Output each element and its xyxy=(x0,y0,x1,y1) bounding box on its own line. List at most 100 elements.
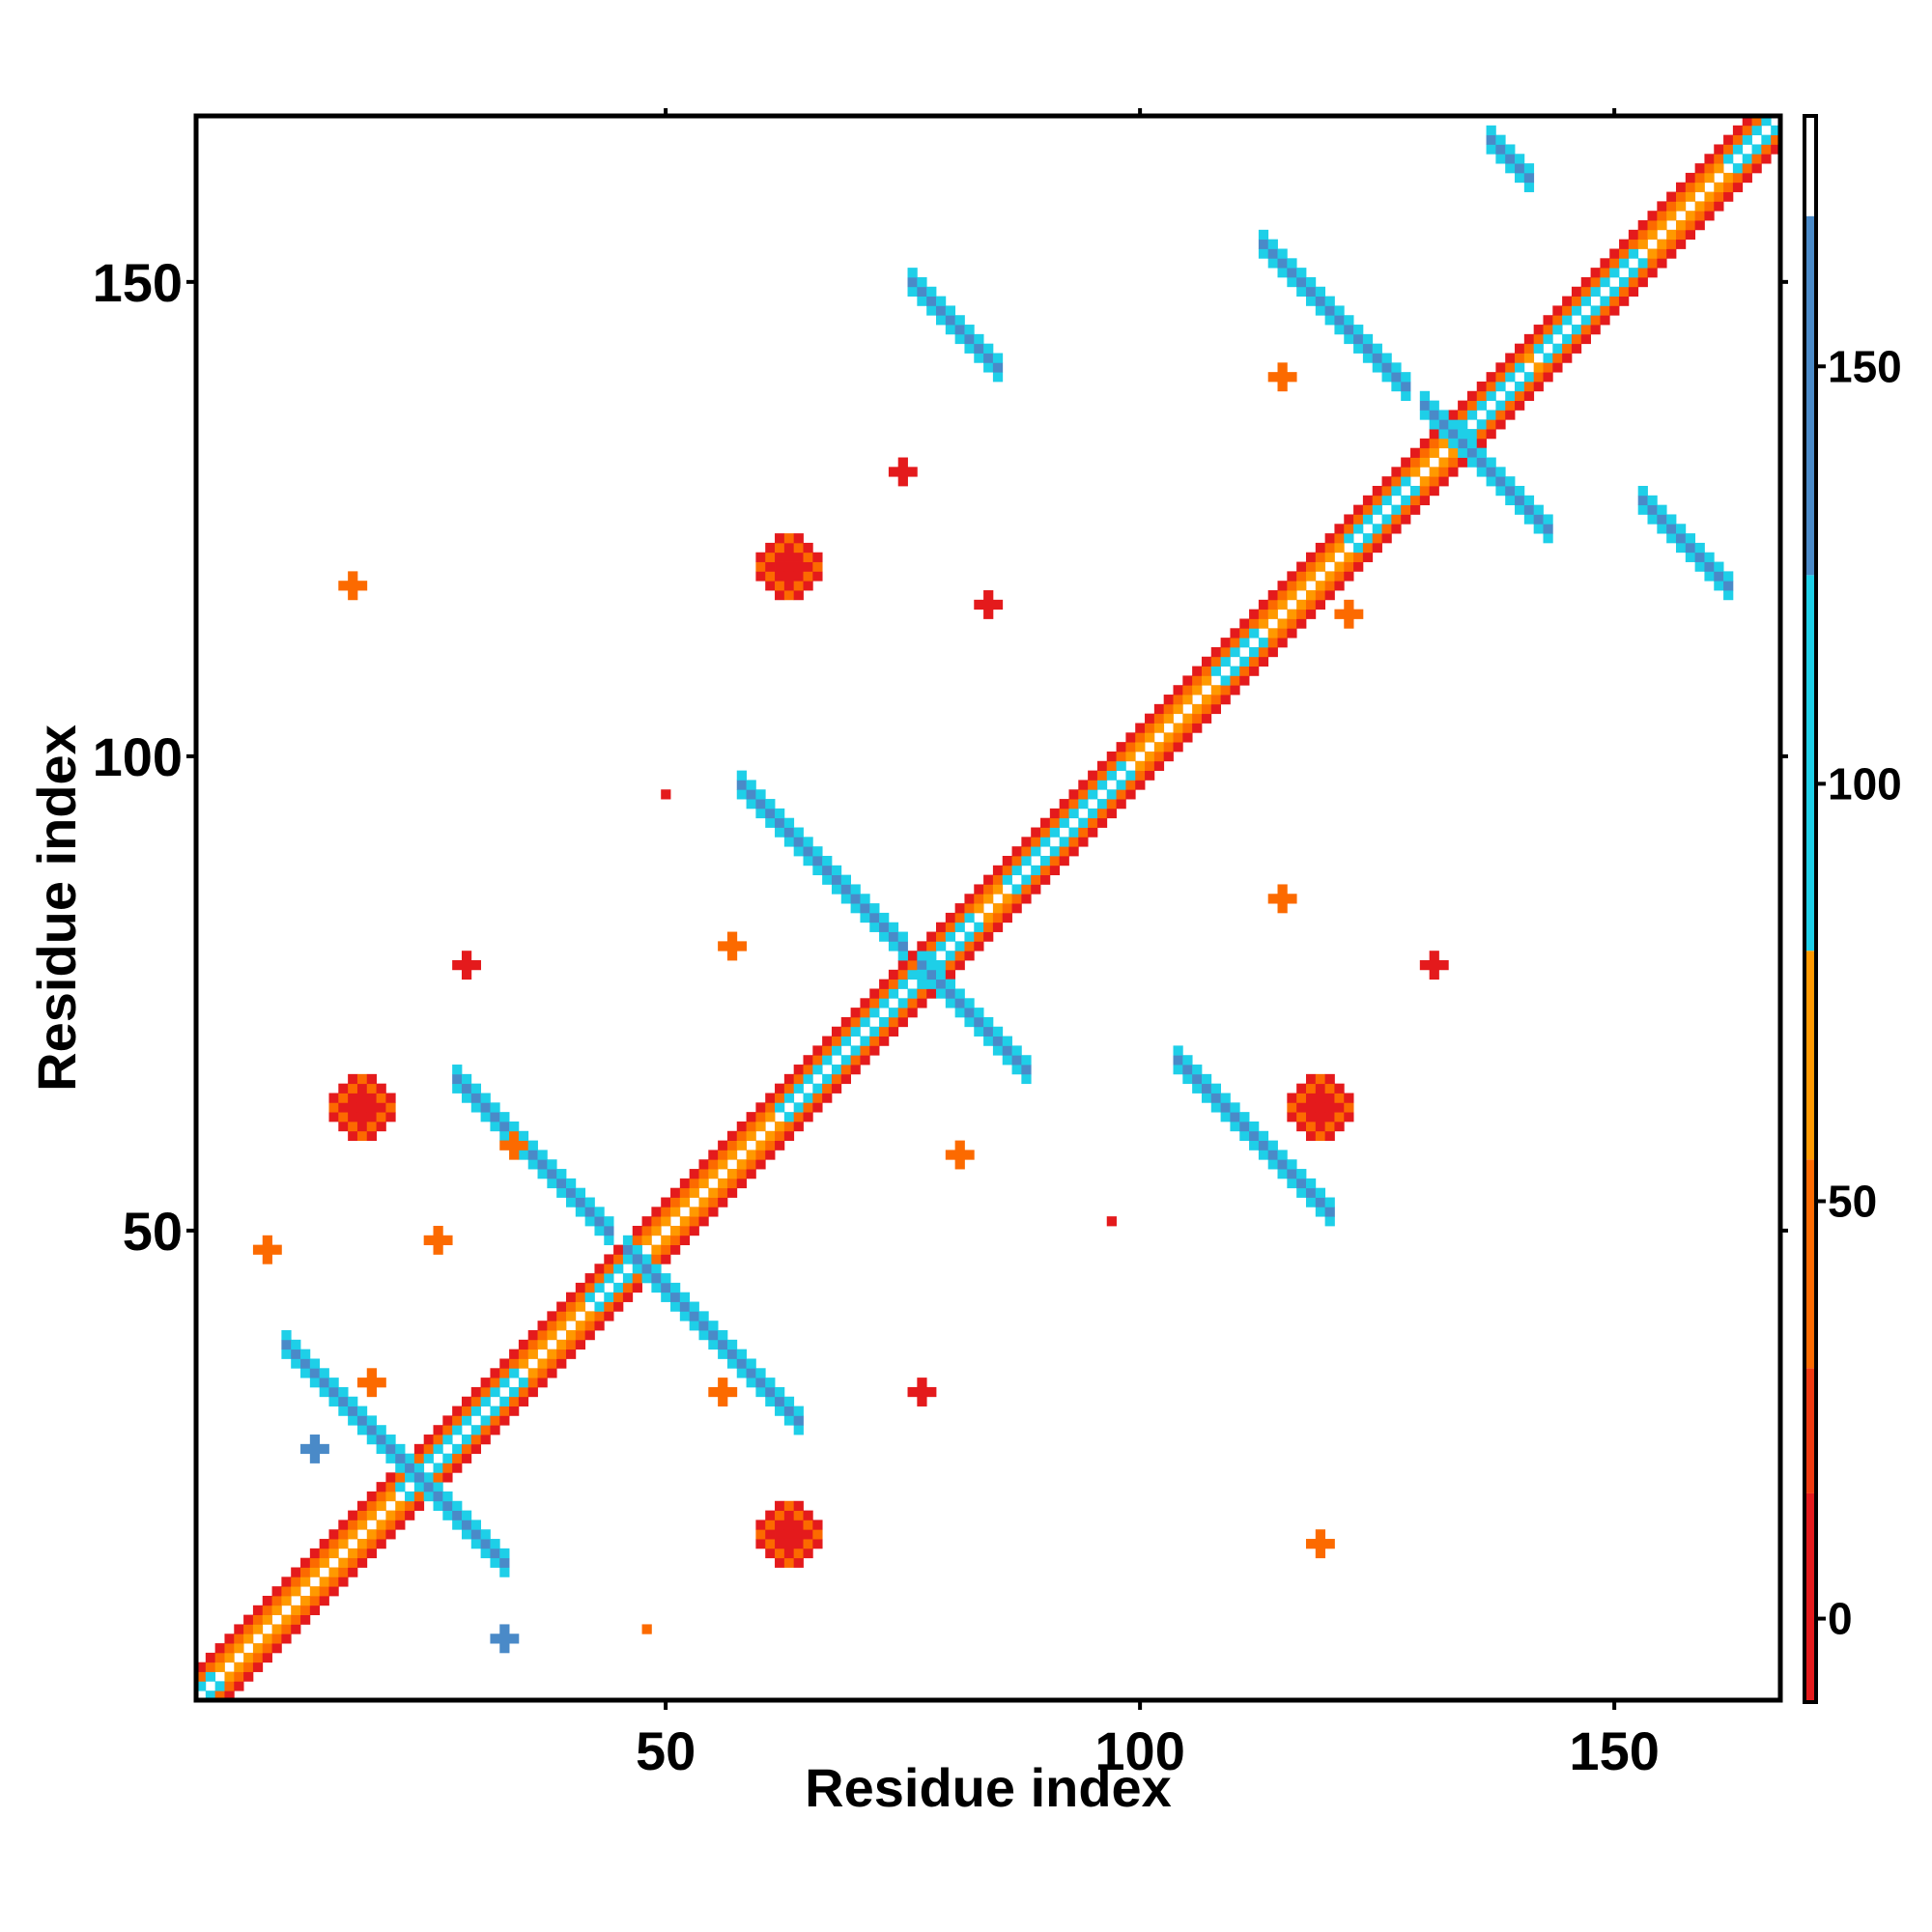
heatmap-cell xyxy=(840,1065,851,1075)
heatmap-cell xyxy=(1723,191,1734,202)
heatmap-cell xyxy=(243,1634,254,1644)
heatmap-cell xyxy=(1438,429,1449,440)
heatmap-cell xyxy=(1267,239,1278,249)
heatmap-cell xyxy=(252,1652,264,1663)
heatmap-cell xyxy=(1145,723,1155,733)
heatmap-cell xyxy=(1552,353,1563,363)
heatmap-cell xyxy=(1315,542,1326,554)
heatmap-cell xyxy=(224,1671,235,1682)
heatmap-cell xyxy=(1476,429,1487,440)
heatmap-cell xyxy=(622,1273,634,1284)
heatmap-cell xyxy=(755,799,766,810)
heatmap-cell xyxy=(860,1016,870,1028)
heatmap-cell xyxy=(356,1093,368,1103)
heatmap-cell xyxy=(1344,561,1354,572)
heatmap-cell xyxy=(1334,609,1345,619)
heatmap-cell xyxy=(783,1073,795,1085)
heatmap-cell xyxy=(1059,855,1069,867)
heatmap-cell xyxy=(1429,485,1439,497)
heatmap-cell xyxy=(803,1102,813,1113)
heatmap-cell xyxy=(1344,618,1354,629)
heatmap-cell xyxy=(765,1093,776,1103)
heatmap-cell xyxy=(309,1586,321,1597)
heatmap-cell xyxy=(1135,723,1146,733)
heatmap-cell xyxy=(527,1140,538,1151)
heatmap-cell xyxy=(698,1197,709,1208)
heatmap-cell xyxy=(499,1140,510,1151)
heatmap-cell xyxy=(907,998,918,1009)
heatmap-cell xyxy=(1637,268,1648,278)
heatmap-cell xyxy=(1296,1112,1307,1122)
heatmap-cell xyxy=(992,362,1004,373)
heatmap-cell xyxy=(1210,703,1221,715)
heatmap-cell xyxy=(252,1244,264,1255)
heatmap-cell xyxy=(1249,646,1260,658)
heatmap-cell xyxy=(1372,485,1382,497)
heatmap-cell xyxy=(831,884,842,895)
heatmap-cell xyxy=(793,827,804,838)
heatmap-cell xyxy=(319,1586,329,1597)
heatmap-cell xyxy=(461,960,472,971)
heatmap-cell xyxy=(1694,552,1705,562)
heatmap-cell xyxy=(1249,628,1260,639)
heatmap-cell xyxy=(945,922,956,932)
heatmap-cell xyxy=(1182,695,1193,705)
heatmap-cell xyxy=(803,1065,813,1075)
heatmap-cell xyxy=(1619,296,1630,306)
heatmap-cell xyxy=(775,542,785,554)
heatmap-cell xyxy=(718,1349,728,1359)
heatmap-cell xyxy=(1694,220,1705,231)
heatmap-cell xyxy=(452,1463,463,1473)
heatmap-cell xyxy=(1448,447,1459,458)
heatmap-cell xyxy=(1324,1102,1335,1113)
heatmap-cell xyxy=(1381,362,1392,373)
heatmap-cell xyxy=(812,1083,823,1094)
heatmap-cell xyxy=(964,325,975,335)
heatmap-cell xyxy=(1647,514,1658,525)
heatmap-cell xyxy=(575,1282,586,1293)
heatmap-cell xyxy=(879,912,890,923)
heatmap-cell xyxy=(1078,827,1089,838)
heatmap-cell xyxy=(1163,742,1174,753)
heatmap-cell xyxy=(775,1386,785,1398)
heatmap-cell xyxy=(1116,799,1126,810)
heatmap-cell xyxy=(1714,144,1724,155)
heatmap-cell xyxy=(1381,476,1392,487)
heatmap-cell xyxy=(1666,191,1677,202)
heatmap-cell xyxy=(1249,1140,1260,1151)
heatmap-cell xyxy=(348,1102,358,1113)
heatmap-cell xyxy=(1258,248,1269,259)
heatmap-cell xyxy=(452,1065,463,1075)
heatmap-cell xyxy=(1106,760,1117,771)
heatmap-cell xyxy=(413,1443,425,1455)
heatmap-cell xyxy=(328,1396,339,1406)
heatmap-cell xyxy=(1163,703,1174,715)
heatmap-cell xyxy=(907,276,918,288)
heatmap-cell xyxy=(926,296,937,306)
heatmap-cell xyxy=(1344,533,1354,544)
heatmap-cell xyxy=(641,1216,652,1227)
heatmap-cell xyxy=(736,941,747,952)
heatmap-cell xyxy=(385,1112,396,1122)
heatmap-cell xyxy=(1515,362,1525,373)
heatmap-cell xyxy=(1267,638,1278,648)
heatmap-cell xyxy=(1533,504,1544,515)
heatmap-cell xyxy=(309,1605,321,1616)
heatmap-cell xyxy=(897,931,908,942)
heatmap-cell xyxy=(1476,419,1487,430)
heatmap-cell xyxy=(897,951,908,961)
heatmap-cell xyxy=(1116,742,1126,753)
heatmap-cell xyxy=(1173,1065,1183,1075)
heatmap-cell xyxy=(1515,381,1525,392)
heatmap-cell xyxy=(452,1083,463,1094)
heatmap-cell xyxy=(309,1435,321,1445)
heatmap-cell xyxy=(1419,495,1431,506)
heatmap-cell xyxy=(385,1520,396,1530)
heatmap-cell xyxy=(1685,172,1696,184)
heatmap-cell xyxy=(1533,372,1544,383)
heatmap-cell xyxy=(917,941,927,952)
heatmap-cell xyxy=(584,1330,595,1341)
heatmap-cell xyxy=(1619,276,1630,288)
heatmap-cell xyxy=(708,1159,719,1170)
heatmap-cell xyxy=(1714,581,1724,591)
